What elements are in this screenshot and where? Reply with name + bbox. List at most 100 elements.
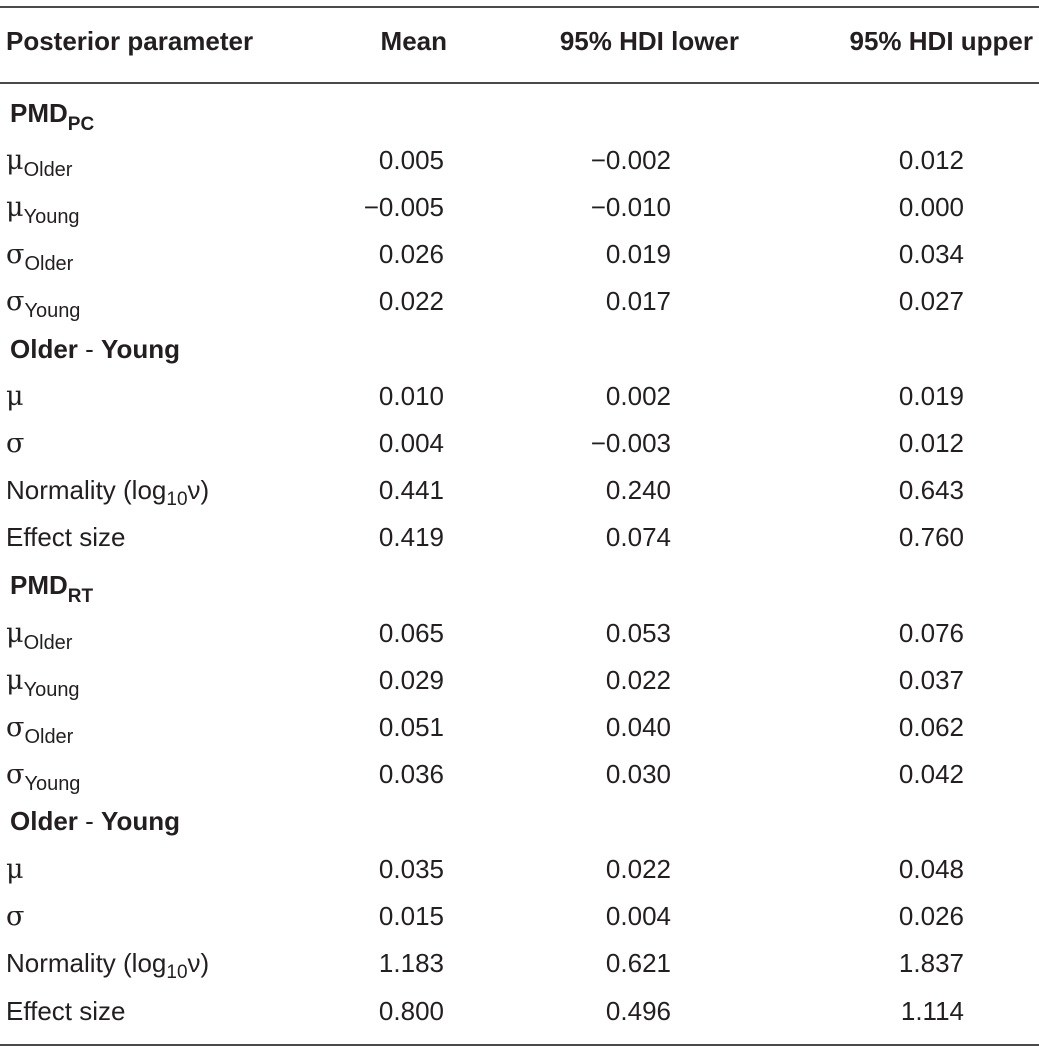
- cell-hdi-lower: 0.022: [605, 665, 671, 695]
- cell-hdi-upper: 1.114: [900, 996, 964, 1026]
- row-subscript: Young: [24, 300, 81, 322]
- section-title: PMDPC: [10, 90, 94, 137]
- cell-mean: 0.004: [378, 428, 444, 458]
- row-label: σYoung: [6, 278, 80, 325]
- table-row: Effect size 0.419 0.074 0.760: [0, 514, 1039, 561]
- row-label: Effect size: [6, 522, 126, 552]
- section-title-separator: -: [77, 806, 102, 836]
- cell-mean: 0.022: [378, 286, 444, 316]
- header-mean: Mean: [380, 26, 447, 56]
- row-label-text: Normality (log: [6, 475, 167, 505]
- cell-hdi-upper: 1.837: [898, 948, 964, 978]
- cell-hdi-lower: 0.022: [605, 854, 671, 884]
- section-heading-older-young: Older - Young: [0, 798, 1039, 845]
- cell-hdi-lower: 0.002: [605, 381, 671, 411]
- row-subscript: Young: [23, 679, 80, 701]
- section-title-main: PMD: [10, 570, 68, 600]
- row-symbol: σ: [6, 712, 25, 743]
- row-label: μYoung: [6, 657, 80, 704]
- row-label: μOlder: [6, 610, 72, 657]
- cell-mean: −0.005: [363, 192, 444, 222]
- cell-mean: 0.015: [378, 901, 444, 931]
- cell-mean: 0.026: [378, 239, 444, 269]
- section-title-main: PMD: [10, 98, 68, 128]
- table-row: σYoung 0.022 0.017 0.027: [0, 278, 1039, 325]
- cell-mean: 0.029: [378, 665, 444, 695]
- row-subscript: Older: [23, 159, 73, 181]
- row-subscript: Young: [24, 773, 81, 795]
- table-header-row: Posterior parameter Mean 95% HDI lower 9…: [0, 18, 1039, 65]
- section-heading-older-young: Older - Young: [0, 326, 1039, 373]
- cell-hdi-lower: 0.017: [605, 286, 671, 316]
- table-row: Normality (log10ν) 0.441 0.240 0.643: [0, 467, 1039, 514]
- cell-mean: 0.419: [378, 522, 444, 552]
- row-symbol: σ: [6, 759, 25, 790]
- section-title-young: Young: [101, 806, 180, 836]
- table-row: μ 0.035 0.022 0.048: [0, 846, 1039, 893]
- header-posterior-parameter: Posterior parameter: [6, 26, 254, 56]
- cell-hdi-upper: 0.012: [898, 428, 964, 458]
- row-label: μ: [6, 373, 24, 420]
- row-label: σ: [6, 420, 24, 467]
- table-row: μYoung −0.005 −0.010 0.000: [0, 184, 1039, 231]
- cell-hdi-lower: 0.240: [605, 475, 671, 505]
- cell-hdi-lower: 0.074: [605, 522, 671, 552]
- section-title-older: Older: [10, 334, 78, 364]
- cell-hdi-lower: 0.621: [605, 948, 671, 978]
- header-hdi-lower: 95% HDI lower: [559, 26, 739, 56]
- section-title-subscript: PC: [67, 114, 95, 135]
- cell-hdi-upper: 0.034: [898, 239, 964, 269]
- row-label: σ: [6, 893, 24, 940]
- cell-hdi-lower: 0.496: [605, 996, 671, 1026]
- table-row: σOlder 0.026 0.019 0.034: [0, 231, 1039, 278]
- table-row: Effect size 0.800 0.496 1.114: [0, 988, 1039, 1035]
- cell-hdi-lower: −0.003: [590, 428, 671, 458]
- cell-hdi-lower: 0.004: [605, 901, 671, 931]
- cell-hdi-upper: 0.000: [898, 192, 964, 222]
- row-label-text: Normality (log: [6, 948, 167, 978]
- section-title: PMDRT: [10, 562, 93, 609]
- cell-hdi-lower: −0.010: [590, 192, 671, 222]
- cell-hdi-upper: 0.760: [898, 522, 964, 552]
- row-subscript: Older: [24, 726, 74, 748]
- table-row: μ 0.010 0.002 0.019: [0, 373, 1039, 420]
- table-row: σOlder 0.051 0.040 0.062: [0, 704, 1039, 751]
- section-title-separator: -: [77, 334, 102, 364]
- cell-mean: 0.010: [378, 381, 444, 411]
- cell-hdi-upper: 0.037: [898, 665, 964, 695]
- row-subscript: Older: [24, 253, 74, 275]
- cell-hdi-upper: 0.062: [898, 712, 964, 742]
- row-label-subscript: 10: [166, 489, 188, 510]
- cell-hdi-upper: 0.027: [898, 286, 964, 316]
- row-symbol: σ: [6, 239, 25, 270]
- row-symbol: μ: [6, 665, 24, 696]
- cell-hdi-upper: 0.019: [898, 381, 964, 411]
- row-subscript: Young: [23, 206, 80, 228]
- row-label: σOlder: [6, 704, 73, 751]
- cell-mean: 0.005: [378, 145, 444, 175]
- top-rule: [0, 6, 1039, 8]
- row-label: Effect size: [6, 996, 126, 1026]
- cell-mean: 0.036: [378, 759, 444, 789]
- cell-hdi-upper: 0.076: [898, 618, 964, 648]
- row-label: μOlder: [6, 137, 72, 184]
- cell-hdi-lower: 0.030: [605, 759, 671, 789]
- section-heading-pmd-rt: PMDRT: [0, 562, 1039, 609]
- section-title: Older - Young: [10, 798, 180, 845]
- row-label: Normality (log10ν): [6, 940, 209, 987]
- cell-hdi-lower: 0.040: [605, 712, 671, 742]
- cell-mean: 0.035: [378, 854, 444, 884]
- row-subscript: Older: [23, 632, 73, 654]
- cell-hdi-lower: −0.002: [590, 145, 671, 175]
- cell-hdi-upper: 0.012: [898, 145, 964, 175]
- table-row: σ 0.004 −0.003 0.012: [0, 420, 1039, 467]
- row-label-text-end: ν): [187, 948, 210, 978]
- header-rule: [0, 82, 1039, 84]
- row-symbol: σ: [6, 901, 25, 932]
- cell-mean: 1.183: [378, 948, 444, 978]
- cell-mean: 0.441: [378, 475, 444, 505]
- row-label: σYoung: [6, 751, 80, 798]
- row-label: μ: [6, 846, 24, 893]
- table-row: σYoung 0.036 0.030 0.042: [0, 751, 1039, 798]
- section-title-young: Young: [101, 334, 180, 364]
